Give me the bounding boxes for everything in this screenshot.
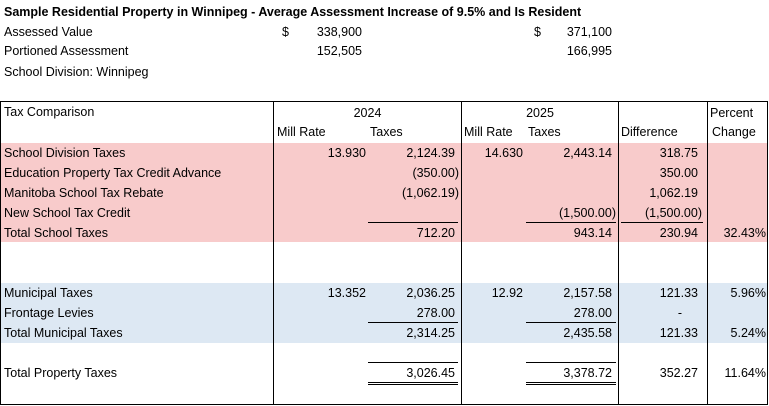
col-divider-2025 (461, 101, 462, 405)
row-label: Frontage Levies (4, 306, 94, 320)
taxes-2024: 3,026.45 (406, 366, 455, 380)
taxes-2025: 3,378.72 (563, 366, 612, 380)
difference: 350.00 (659, 166, 698, 180)
row-label: Municipal Taxes (4, 286, 93, 300)
assessed-2025-currency: $ (534, 25, 541, 39)
table-right-border (767, 101, 768, 405)
subtotal-rule-2025 (526, 322, 616, 323)
tax-comparison-header: Tax Comparison (4, 105, 95, 119)
percent-change: 32.43% (723, 226, 766, 240)
difference: 352.27 (659, 366, 698, 380)
portioned-assessment-label: Portioned Assessment (4, 44, 129, 58)
table-bottom-border (0, 404, 768, 405)
subtotal-rule-difference (621, 222, 703, 223)
difference: 1,062.19 (649, 186, 698, 200)
assessed-2024-currency: $ (282, 25, 289, 39)
school-division-label: School Division: Winnipeg (4, 65, 149, 79)
grand-total-rule-2024 (368, 362, 458, 363)
taxes-2024: 712.20 (416, 226, 455, 240)
difference: 318.75 (659, 146, 698, 160)
difference: - (677, 306, 682, 320)
year-2025-header: 2025 (526, 106, 554, 120)
mill-rate-2025: 12.92 (491, 286, 523, 300)
taxes-2024: 2,036.25 (406, 286, 455, 300)
taxes-2024: (350.00) (412, 166, 459, 180)
row-label: Education Property Tax Credit Advance (4, 166, 222, 180)
school-taxes-band (0, 143, 767, 242)
sheet-title: Sample Residential Property in Winnipeg … (4, 5, 582, 19)
difference: 121.33 (659, 286, 698, 300)
taxes-2024: 278.00 (416, 306, 455, 320)
row-label: School Division Taxes (4, 146, 126, 160)
mill-rate-2024-header: Mill Rate (277, 125, 326, 139)
taxes-2025: 2,443.14 (563, 146, 612, 160)
table-left-border (0, 101, 1, 405)
taxes-2024-header: Taxes (370, 125, 403, 139)
taxes-2025: 278.00 (573, 306, 612, 320)
double-rule-2024-b (368, 384, 458, 385)
grand-total-rule-2025 (526, 362, 616, 363)
percent-change: 11.64% (724, 366, 766, 380)
taxes-2024: 2,314.25 (406, 326, 455, 340)
difference: (1,500.00) (645, 206, 702, 220)
col-divider-percent (707, 101, 708, 405)
taxes-2025: (1,500.00) (559, 206, 616, 220)
taxes-2024: (1,062.19) (402, 186, 459, 200)
assessed-2025-value: 371,100 (566, 25, 612, 39)
double-rule-2025-a (526, 382, 616, 383)
assessed-2024-value: 338,900 (316, 25, 362, 39)
municipal-taxes-band (0, 283, 767, 343)
col-divider-2024 (273, 101, 274, 405)
portioned-2024-value: 152,505 (316, 44, 362, 58)
taxes-2024: 2,124.39 (406, 146, 455, 160)
taxes-2025: 2,157.58 (563, 286, 612, 300)
subtotal-rule-2024 (368, 322, 458, 323)
year-2024-header: 2024 (353, 106, 382, 120)
row-label: Total School Taxes (4, 226, 108, 240)
taxes-2025: 943.14 (573, 226, 612, 240)
percent-header: Percent (710, 106, 754, 120)
row-label: Total Municipal Taxes (4, 326, 123, 340)
col-divider-difference (618, 101, 619, 405)
table-top-border (0, 101, 768, 102)
taxes-2025: 2,435.58 (563, 326, 612, 340)
row-label: Manitoba School Tax Rebate (4, 186, 164, 200)
difference: 230.94 (659, 226, 698, 240)
mill-rate-2025: 14.630 (484, 146, 523, 160)
subtotal-rule-2025 (526, 222, 616, 223)
row-label: New School Tax Credit (4, 206, 131, 220)
subtotal-rule-2024 (368, 222, 458, 223)
mill-rate-2025-header: Mill Rate (464, 125, 513, 139)
mill-rate-2024: 13.352 (327, 286, 366, 300)
percent-change: 5.96% (730, 286, 766, 300)
portioned-2025-value: 166,995 (566, 44, 612, 58)
mill-rate-2024: 13.930 (327, 146, 366, 160)
double-rule-2025-b (526, 384, 616, 385)
assessed-value-label: Assessed Value (4, 25, 93, 39)
percent-change: 5.24% (730, 326, 766, 340)
difference-header: Difference (621, 125, 678, 139)
difference: 121.33 (659, 326, 698, 340)
double-rule-2024-a (368, 382, 458, 383)
taxes-2025-header: Taxes (528, 125, 561, 139)
row-label: Total Property Taxes (4, 366, 118, 380)
change-header: Change (712, 125, 756, 139)
